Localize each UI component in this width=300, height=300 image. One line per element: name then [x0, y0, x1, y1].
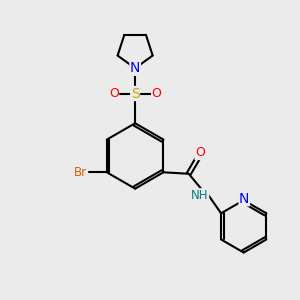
Text: Br: Br: [74, 166, 87, 179]
Text: O: O: [109, 87, 119, 100]
Text: N: N: [130, 61, 140, 75]
Text: S: S: [131, 86, 140, 100]
Text: NH: NH: [191, 189, 209, 202]
Text: N: N: [239, 192, 250, 206]
Text: O: O: [195, 146, 205, 160]
Text: O: O: [152, 87, 161, 100]
